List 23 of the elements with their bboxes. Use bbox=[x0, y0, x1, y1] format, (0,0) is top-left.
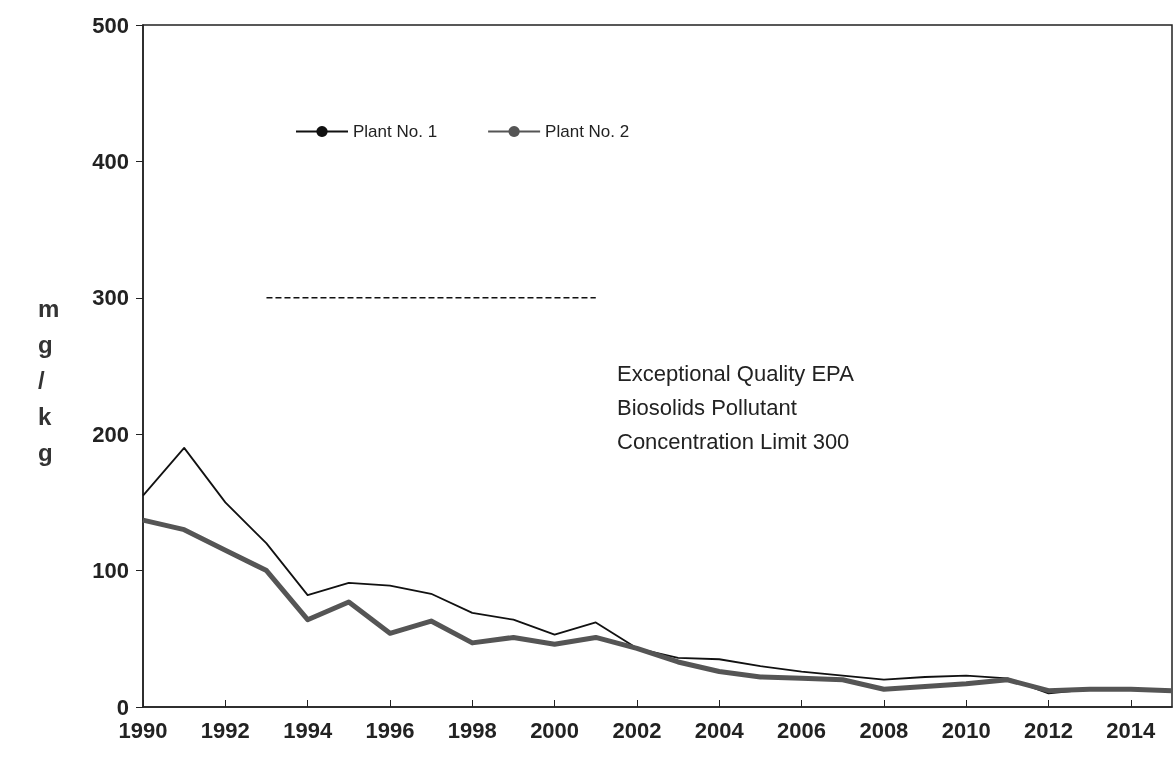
y-tick-label: 400 bbox=[92, 148, 129, 174]
legend-label: Plant No. 2 bbox=[545, 122, 630, 141]
y-tick-label: 500 bbox=[92, 12, 129, 38]
x-tick-label: 1992 bbox=[200, 717, 250, 743]
x-tick-label: 1994 bbox=[283, 717, 333, 743]
x-tick-label: 2004 bbox=[694, 717, 745, 743]
x-tick-label: 1998 bbox=[447, 717, 497, 743]
x-tick-label: 2002 bbox=[612, 717, 662, 743]
y-tick-label: 200 bbox=[92, 421, 129, 447]
y-axis-title: mg/kg bbox=[38, 294, 60, 466]
x-tick-label: 2014 bbox=[1106, 717, 1157, 743]
legend-label: Plant No. 1 bbox=[353, 122, 438, 141]
x-tick-label: 2012 bbox=[1024, 717, 1073, 743]
y-tick-label: 300 bbox=[92, 285, 129, 311]
x-tick-label: 1990 bbox=[118, 717, 168, 743]
x-tick-label: 1996 bbox=[365, 717, 415, 743]
y-tick-label: 0 bbox=[116, 694, 129, 720]
y-tick-label: 100 bbox=[92, 558, 129, 584]
x-tick-label: 2008 bbox=[859, 717, 909, 743]
annotation: Exceptional Quality EPA Biosolids Pollutant Concentration Limit 300 bbox=[617, 360, 855, 454]
x-tick-label: 2010 bbox=[941, 717, 991, 743]
x-tick-label: 2006 bbox=[777, 717, 827, 743]
x-tick-label: 2000 bbox=[530, 717, 580, 743]
